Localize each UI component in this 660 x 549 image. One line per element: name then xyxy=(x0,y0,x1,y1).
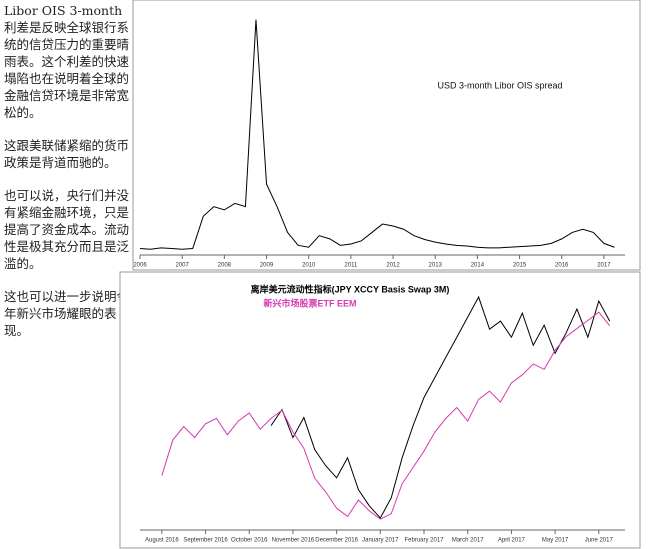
x-tick-label: 2013 xyxy=(429,263,443,269)
x-tick-label: January 2017 xyxy=(362,538,399,544)
x-tick-label: 2006 xyxy=(133,263,147,269)
x-tick-label: 2015 xyxy=(513,263,527,269)
x-tick-label: 2010 xyxy=(302,263,316,269)
x-tick-label: 2014 xyxy=(471,263,485,269)
legend-label: 离岸美元流动性指标(JPY XCCY Basis Swap 3M) xyxy=(251,283,450,294)
paragraph: 这也可以进一步说明今年新兴市场耀眼的表现。 xyxy=(4,289,130,338)
x-tick-label: 2017 xyxy=(597,263,611,269)
paragraph: Libor OIS 3-month 利差是反映全球银行系统的信贷压力的重要晴雨表… xyxy=(4,3,130,120)
paragraph: 这跟美联储紧缩的货币政策是背道而驰的。 xyxy=(4,138,130,170)
side-text: Libor OIS 3-month 利差是反映全球银行系统的信贷压力的重要晴雨表… xyxy=(4,2,132,355)
x-tick-label: May 2017 xyxy=(542,538,569,544)
data-line xyxy=(161,311,611,520)
x-tick-label: March 2017 xyxy=(452,538,484,544)
paragraph: 也可以说，央行们并没有紧缩金融环境，只是提高了资金成本。流动性是极其充分而且是泛… xyxy=(4,188,130,271)
data-line xyxy=(270,295,611,519)
x-tick-label: February 2017 xyxy=(404,538,444,544)
x-tick-label: 2009 xyxy=(260,263,274,269)
x-tick-label: 2011 xyxy=(344,263,358,269)
chart-frame xyxy=(119,271,641,549)
x-tick-label: November 2016 xyxy=(272,538,315,544)
x-tick-label: September 2016 xyxy=(183,538,228,544)
x-tick-label: 2016 xyxy=(555,263,569,269)
x-tick-label: October 2016 xyxy=(231,538,268,544)
x-tick-label: 2007 xyxy=(175,263,189,269)
data-line xyxy=(139,19,615,250)
x-tick-label: 2008 xyxy=(218,263,232,269)
chart-frame xyxy=(132,0,641,271)
chart-title: USD 3-month Libor OIS spread xyxy=(437,80,562,90)
x-tick-label: 2012 xyxy=(386,263,400,269)
x-tick-label: April 2017 xyxy=(498,538,526,544)
x-tick-label: December 2016 xyxy=(315,538,358,544)
x-tick-label: June 2017 xyxy=(585,538,614,544)
legend-label: 新兴市场股票ETF EEM xyxy=(263,297,356,308)
x-tick-label: August 2016 xyxy=(145,538,179,544)
